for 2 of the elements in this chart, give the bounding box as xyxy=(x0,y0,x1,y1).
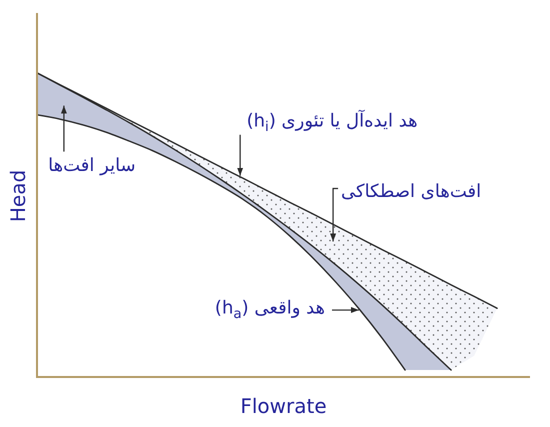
y-axis-title: Head xyxy=(6,170,30,222)
x-axis-title: Flowrate xyxy=(240,394,327,418)
